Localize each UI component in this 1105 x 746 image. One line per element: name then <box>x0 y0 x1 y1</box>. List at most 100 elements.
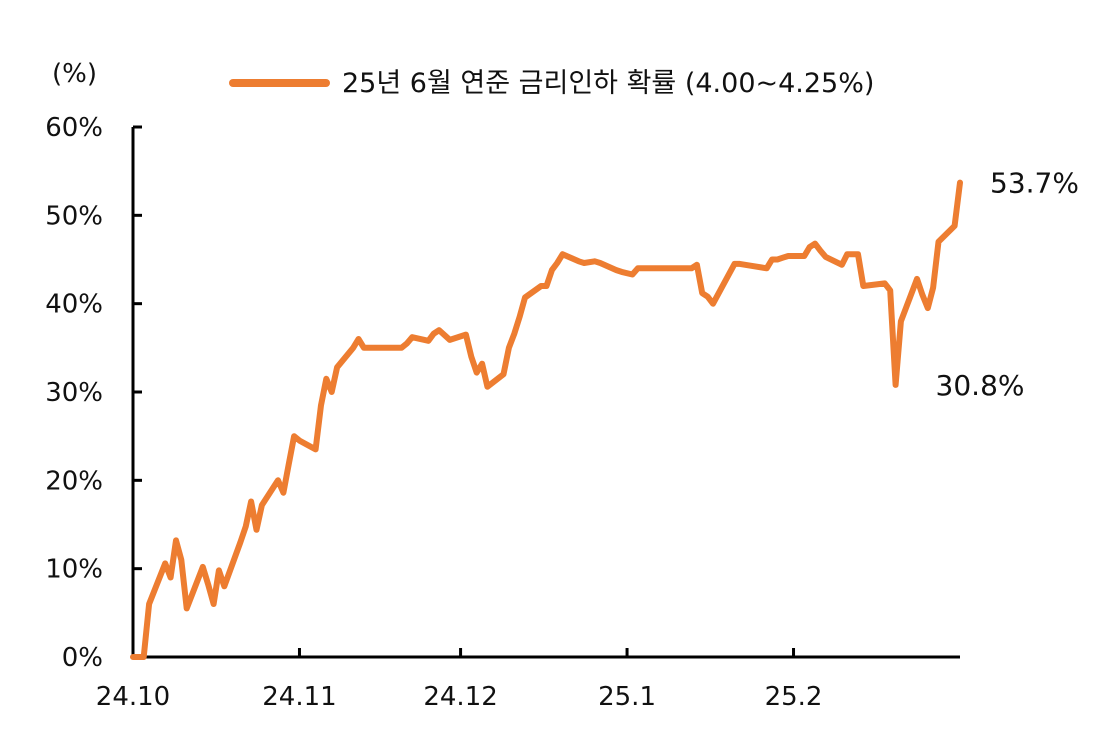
data-point <box>469 354 474 359</box>
data-point <box>619 269 624 275</box>
data-point <box>673 266 678 271</box>
data-point <box>925 305 930 311</box>
data-point <box>689 266 694 271</box>
x-tick-label: 24.12 <box>423 682 497 712</box>
y-tick-label: 10% <box>45 555 103 585</box>
data-point <box>538 283 544 289</box>
x-tick-label: 25.1 <box>598 682 656 712</box>
data-point <box>130 654 136 660</box>
data-point <box>447 337 452 343</box>
data-point <box>318 403 324 408</box>
data-point <box>254 527 259 532</box>
data-point <box>334 365 340 370</box>
data-point <box>485 384 490 389</box>
data-point <box>748 263 753 268</box>
data-point <box>356 336 361 342</box>
x-tick-label: 24.10 <box>96 682 170 712</box>
data-point <box>238 540 243 545</box>
data-point <box>179 557 184 562</box>
data-point <box>512 331 517 336</box>
data-point <box>463 332 469 337</box>
data-point <box>592 259 597 264</box>
data-point <box>141 654 146 660</box>
data-point <box>812 241 818 246</box>
data-point <box>404 341 410 346</box>
data-point <box>555 260 560 266</box>
data-point <box>173 538 179 543</box>
legend-label: 25년 6월 연준 금리인하 확률 (4.00~4.25%) <box>342 68 874 99</box>
data-point <box>393 345 399 350</box>
data-point <box>168 575 173 580</box>
data-point <box>598 260 603 266</box>
y-tick-label: 60% <box>45 113 103 143</box>
data-point <box>888 288 893 293</box>
data-point <box>426 338 431 343</box>
plot-area <box>130 179 963 660</box>
data-point <box>786 253 791 259</box>
data-label: 30.8% <box>936 369 1025 402</box>
data-point <box>630 272 635 277</box>
data-point <box>163 561 168 566</box>
y-axis-unit-label: (%) <box>52 59 97 89</box>
data-point <box>259 502 265 508</box>
data-point <box>517 314 522 320</box>
data-point <box>372 345 377 350</box>
data-point <box>737 261 742 267</box>
y-tick-label: 50% <box>45 201 103 231</box>
data-point <box>818 248 823 253</box>
x-axis: 24.10 24.11 24.12 25.1 25.2 <box>96 648 960 712</box>
data-point <box>807 244 812 250</box>
data-point <box>710 301 716 306</box>
y-tick-label: 0% <box>62 643 103 673</box>
data-point <box>436 328 442 333</box>
data-point <box>705 294 710 299</box>
data-point <box>200 564 205 570</box>
data-point <box>351 345 356 350</box>
data-point <box>893 382 898 388</box>
data-point <box>882 281 887 286</box>
data-point <box>694 262 700 267</box>
data-point <box>700 290 705 296</box>
data-point <box>479 361 485 366</box>
data-point <box>920 292 925 297</box>
data-point <box>775 257 780 262</box>
data-point <box>957 180 963 185</box>
y-tick-label: 20% <box>45 466 103 496</box>
data-point <box>769 257 775 262</box>
data-point <box>780 255 785 260</box>
data-point <box>522 295 528 300</box>
y-axis: 0% 10% 20% 30% 40% 50% 60% <box>45 113 142 673</box>
data-point <box>291 434 297 439</box>
data-point <box>206 582 211 587</box>
data-point <box>501 372 506 377</box>
data-point <box>297 438 302 443</box>
data-point <box>635 266 640 271</box>
data-point <box>361 345 367 350</box>
data-point <box>657 266 662 271</box>
data-point <box>614 267 619 273</box>
data-point <box>410 335 415 340</box>
data-point <box>136 654 141 660</box>
data-point <box>211 601 216 607</box>
data-point <box>936 239 941 244</box>
data-point <box>743 262 748 267</box>
data-point <box>216 568 222 573</box>
data-point <box>549 267 555 273</box>
data-point <box>248 499 254 504</box>
data-point <box>732 261 737 267</box>
data-point <box>474 370 479 375</box>
data-point <box>367 345 372 350</box>
data-point <box>855 252 861 257</box>
data-point <box>243 524 248 529</box>
data-point <box>581 260 587 266</box>
data-point <box>286 462 291 467</box>
data-point <box>764 266 769 271</box>
data-point <box>651 266 657 271</box>
annotations: 53.7% 30.8% <box>936 167 1079 402</box>
data-point <box>839 262 845 267</box>
data-point <box>431 331 436 336</box>
data-point <box>952 223 957 229</box>
data-point <box>184 606 189 611</box>
data-point <box>861 283 866 289</box>
